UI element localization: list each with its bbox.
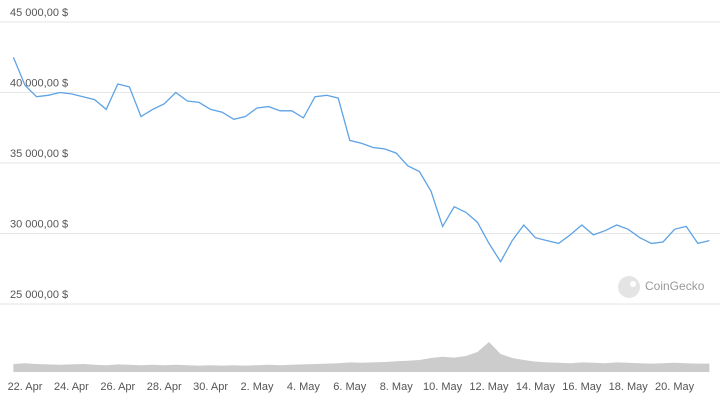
x-tick-label: 22. Apr	[8, 381, 43, 393]
y-tick-label: 35 000,00 $	[10, 148, 68, 160]
x-tick-label: 18. May	[609, 381, 649, 393]
y-tick-label: 25 000,00 $	[10, 289, 68, 301]
volume-area	[13, 342, 710, 372]
y-tick-label: 40 000,00 $	[10, 77, 68, 89]
x-tick-label: 24. Apr	[54, 381, 89, 393]
watermark-logo-eye	[630, 281, 636, 287]
x-tick-label: 12. May	[469, 381, 509, 393]
x-tick-label: 26. Apr	[100, 381, 135, 393]
x-tick-label: 4. May	[287, 381, 321, 393]
x-tick-label: 30. Apr	[193, 381, 228, 393]
plot: 25 000,00 $ 30 000,00 $ 35 000,00 $ 40 000,…	[0, 7, 720, 393]
x-tick-label: 20. May	[655, 381, 695, 393]
watermark-logo	[618, 276, 640, 298]
y-tick-label: 45 000,00 $	[10, 7, 68, 19]
y-tick-label: 30 000,00 $	[10, 218, 68, 230]
x-tick-label: 10. May	[423, 381, 463, 393]
price-line	[12, 57, 710, 263]
x-tick-label: 8. May	[380, 381, 414, 393]
x-tick-label: 28. Apr	[147, 381, 182, 393]
x-tick-label: 2. May	[240, 381, 274, 393]
watermark-text: CoinGecko	[645, 279, 705, 293]
x-tick-label: 16. May	[562, 381, 602, 393]
watermark: CoinGecko	[618, 276, 705, 298]
x-tick-label: 14. May	[516, 381, 556, 393]
x-tick-label: 6. May	[333, 381, 367, 393]
